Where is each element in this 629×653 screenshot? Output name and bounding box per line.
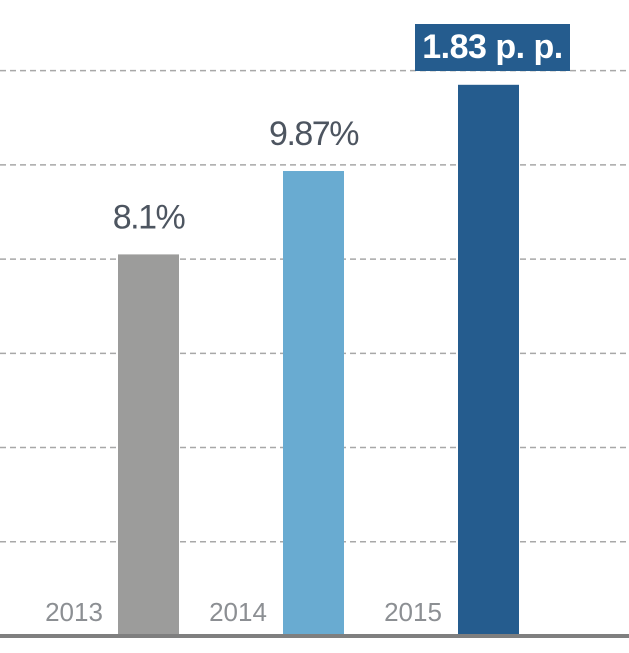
category-label-2014: 2014 xyxy=(209,597,267,627)
category-label-2015: 2015 xyxy=(384,597,442,627)
bar-2013 xyxy=(118,254,179,636)
bar-2014 xyxy=(283,171,344,636)
change-annotation-badge: 1.83 p. p. xyxy=(415,24,570,71)
bar-2015 xyxy=(458,84,519,637)
value-label-2013: 8.1% xyxy=(113,198,186,236)
value-label-2014: 9.87% xyxy=(269,115,359,153)
bars xyxy=(118,84,519,637)
category-label-2013: 2013 xyxy=(45,597,103,627)
category-labels: 2013 2014 2015 xyxy=(45,597,442,627)
